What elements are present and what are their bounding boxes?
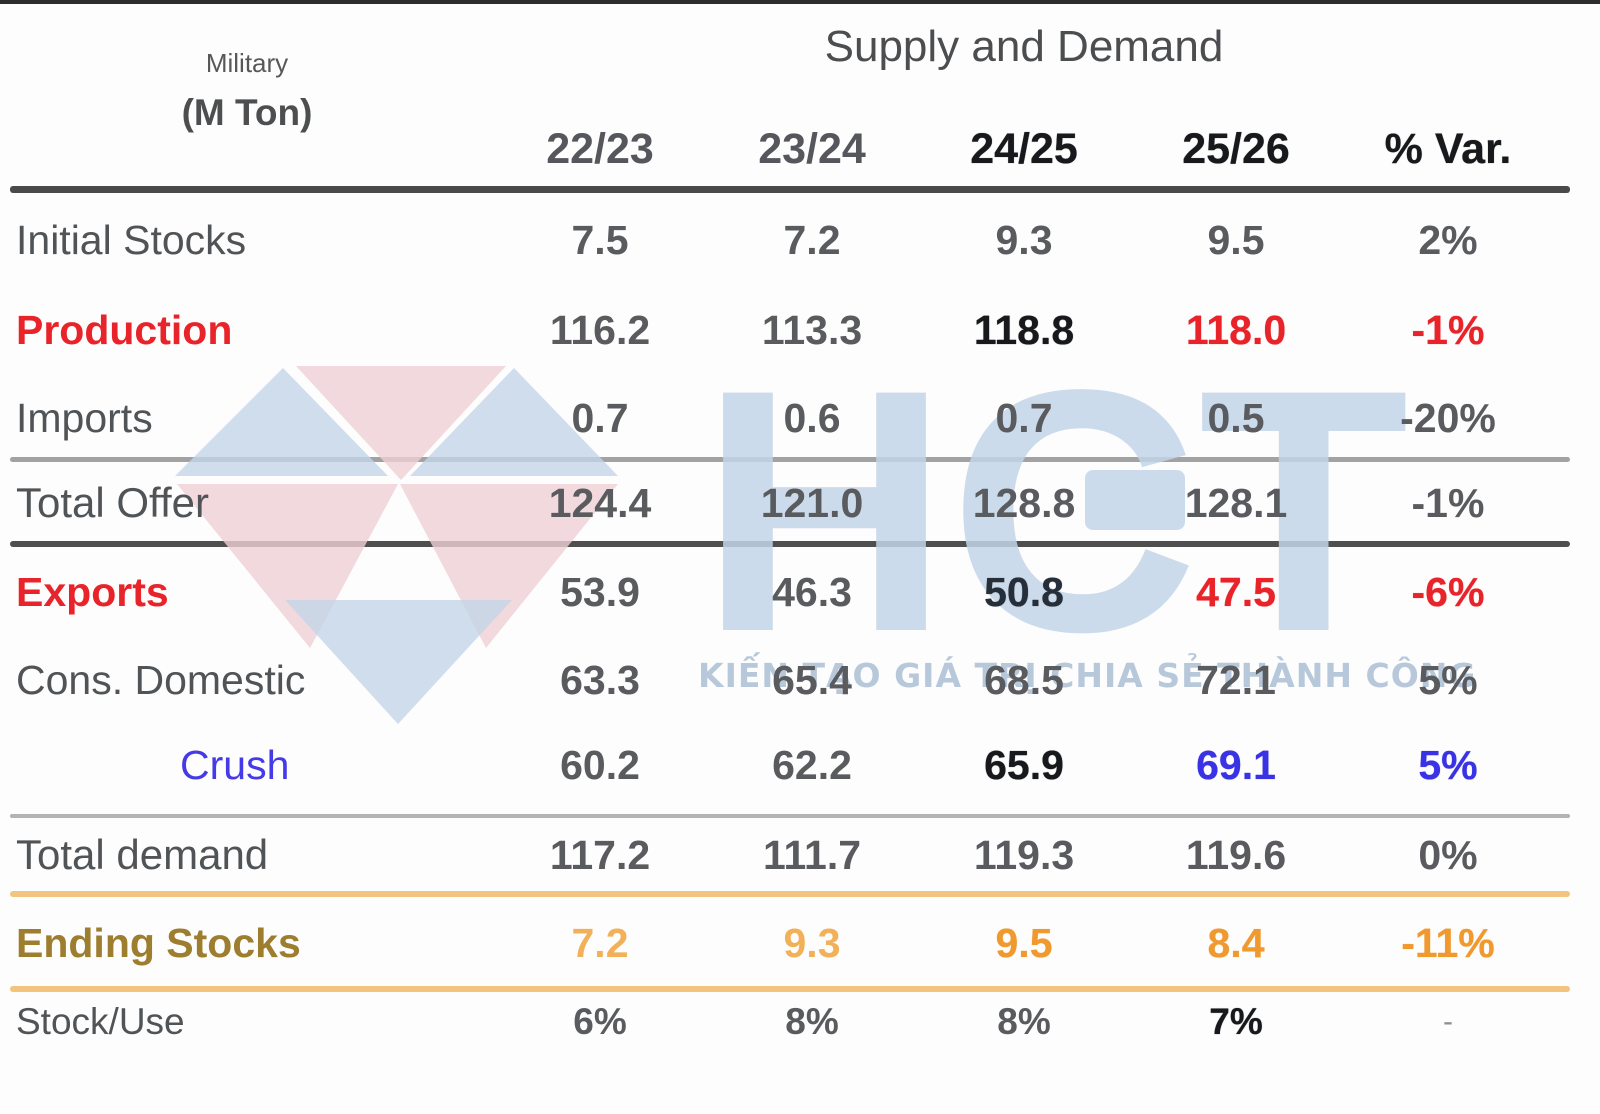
value-25-26: 47.5 — [1196, 568, 1276, 615]
unit-label-top: Military — [205, 48, 289, 78]
value-23-24: 111.7 — [762, 831, 862, 878]
divider-after-imports — [10, 457, 1570, 462]
value-pct-var: 5% — [1418, 656, 1478, 703]
value-22-23: 7.2 — [571, 919, 629, 966]
value-22-23: 63.3 — [560, 656, 640, 703]
value-23-24: 8% — [785, 1001, 839, 1042]
value-24-25: 128.8 — [972, 479, 1076, 526]
value-pct-var: - — [1443, 1005, 1453, 1038]
value-pct-var: 0% — [1418, 831, 1478, 878]
value-pct-var: -1% — [1411, 479, 1485, 526]
value-23-24: 62.2 — [772, 741, 852, 788]
value-22-23: 116.2 — [549, 306, 651, 353]
value-25-26: 72.1 — [1196, 656, 1276, 703]
row-label: Stock/Use — [16, 1001, 185, 1042]
divider-after-crush — [10, 814, 1570, 818]
value-pct-var: -11% — [1401, 919, 1495, 966]
value-25-26: 118.0 — [1185, 306, 1287, 353]
row-label: Production — [16, 306, 233, 353]
value-23-24: 46.3 — [772, 568, 852, 615]
value-24-25: 50.8 — [984, 568, 1064, 615]
value-24-25: 0.7 — [995, 394, 1053, 441]
col-header-25-26: 25/26 — [1182, 125, 1290, 173]
value-24-25: 118.8 — [973, 306, 1075, 353]
value-25-26: 9.5 — [1207, 216, 1265, 263]
col-header-22-23: 22/23 — [546, 125, 654, 173]
value-22-23: 53.9 — [560, 568, 640, 615]
table-row-total-demand: Total demand 117.2 111.7 119.3 119.6 0% — [0, 824, 1554, 886]
row-label: Ending Stocks — [16, 919, 301, 966]
table-row-production: Production 116.2 113.3 118.8 118.0 -1% — [0, 299, 1554, 361]
value-25-26: 119.6 — [1185, 831, 1287, 878]
value-25-26: 0.5 — [1207, 394, 1265, 441]
header-divider-line — [10, 186, 1570, 193]
table-row-imports: Imports 0.7 0.6 0.7 0.5 -20% — [0, 387, 1554, 449]
value-25-26: 128.1 — [1184, 479, 1288, 526]
value-25-26: 69.1 — [1196, 741, 1276, 788]
row-label: Crush — [180, 741, 290, 788]
value-pct-var: -6% — [1411, 568, 1485, 615]
value-22-23: 124.4 — [548, 479, 652, 526]
value-24-25: 119.3 — [973, 831, 1075, 878]
page-title: Supply and Demand — [824, 22, 1224, 71]
value-22-23: 7.5 — [571, 216, 629, 263]
value-24-25: 9.3 — [995, 216, 1053, 263]
value-pct-var: 5% — [1418, 741, 1478, 788]
row-label: Initial Stocks — [16, 216, 247, 263]
value-22-23: 117.2 — [549, 831, 651, 878]
col-header-24-25: 24/25 — [970, 125, 1078, 173]
value-23-24: 7.2 — [783, 216, 841, 263]
value-pct-var: -20% — [1400, 394, 1496, 441]
col-header-pct-var: % Var. — [1384, 125, 1512, 173]
table-row-total-offer: Total Offer 124.4 121.0 128.8 128.1 -1% — [0, 472, 1554, 534]
top-edge-line — [0, 0, 1600, 4]
value-22-23: 0.7 — [571, 394, 629, 441]
value-23-24: 0.6 — [783, 394, 841, 441]
divider-after-total-offer — [10, 541, 1570, 547]
row-label: Exports — [16, 568, 169, 615]
value-pct-var: 2% — [1418, 216, 1478, 263]
value-24-25: 8% — [997, 1001, 1051, 1042]
table-row-cons-domestic: Cons. Domestic 63.3 65.4 68.5 72.1 5% — [0, 649, 1554, 711]
table-row-initial-stocks: Initial Stocks 7.5 7.2 9.3 9.5 2% — [0, 209, 1554, 271]
col-header-23-24: 23/24 — [758, 125, 866, 173]
row-label: Imports — [16, 394, 153, 441]
value-22-23: 6% — [573, 1001, 627, 1042]
table-row-ending-stocks: Ending Stocks 7.2 9.3 9.5 8.4 -11% — [0, 912, 1554, 974]
table-row-exports: Exports 53.9 46.3 50.8 47.5 -6% — [0, 561, 1554, 623]
value-pct-var: -1% — [1411, 306, 1485, 353]
row-label: Cons. Domestic — [16, 656, 306, 703]
value-24-25: 68.5 — [984, 656, 1064, 703]
row-label: Total demand — [16, 831, 269, 878]
row-label: Total Offer — [16, 479, 209, 526]
value-24-25: 65.9 — [984, 741, 1064, 788]
table-row-stock-use: Stock/Use 6% 8% 8% 7% - — [0, 991, 1554, 1053]
value-23-24: 65.4 — [772, 656, 852, 703]
table-row-crush: Crush 60.2 62.2 65.9 69.1 5% — [0, 734, 1554, 796]
value-23-24: 113.3 — [761, 306, 863, 353]
value-23-24: 9.3 — [783, 919, 841, 966]
column-header-row: 22/23 23/24 24/25 25/26 % Var. — [0, 122, 1554, 174]
value-24-25: 9.5 — [995, 919, 1053, 966]
divider-before-ending-stocks — [10, 891, 1570, 897]
value-22-23: 60.2 — [560, 741, 640, 788]
value-25-26: 7% — [1209, 1001, 1263, 1042]
value-23-24: 121.0 — [760, 479, 864, 526]
value-25-26: 8.4 — [1207, 919, 1265, 966]
unit-label: (M Ton) — [181, 92, 313, 133]
divider-after-ending-stocks — [10, 986, 1570, 992]
